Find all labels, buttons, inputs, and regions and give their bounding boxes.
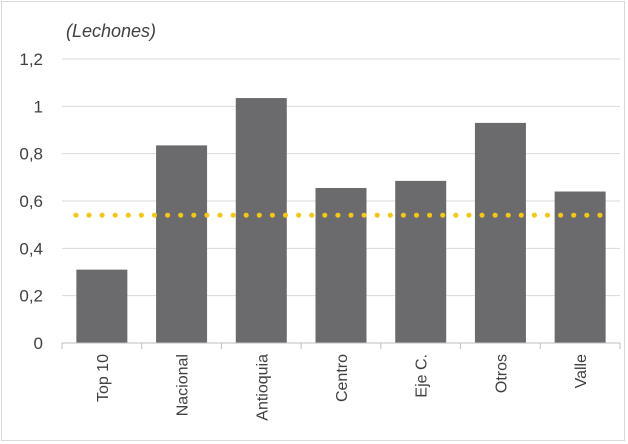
bar-valle (554, 191, 606, 343)
x-category-label: Nacional (175, 354, 192, 416)
bar-eje-c (395, 180, 447, 343)
x-category-label: Otros (493, 354, 510, 393)
y-tick-label: 1 (34, 97, 43, 116)
bar-centro (315, 187, 367, 343)
bar-antioquia (235, 98, 287, 343)
bar-top-10 (76, 269, 128, 343)
y-axis-ticks: 0 0,2 0,4 0,6 0,8 1 1,2 (19, 50, 43, 353)
unit-label: (Lechones) (66, 21, 156, 41)
y-tick-label: 0,6 (19, 192, 43, 211)
bar-otros (474, 122, 526, 344)
y-tick-label: 0,4 (19, 239, 43, 258)
bar-nacional (156, 145, 208, 343)
x-category-label: Valle (573, 354, 590, 388)
x-category-label: Top 10 (95, 354, 112, 402)
x-axis (61, 342, 621, 349)
y-tick-label: 0,8 (19, 145, 43, 164)
x-category-label: Antioquia (254, 354, 271, 421)
x-category-label: Centro (334, 354, 351, 402)
x-axis-labels: Top 10 Nacional Antioquia Centro Eje C. Otros… (95, 354, 590, 421)
gridlines (62, 58, 620, 297)
y-tick-label: 0,2 (19, 287, 43, 306)
y-tick-label: 1,2 (19, 50, 43, 69)
x-category-label: Eje C. (414, 354, 431, 398)
y-tick-label: 0 (34, 334, 43, 353)
bars (76, 98, 606, 344)
